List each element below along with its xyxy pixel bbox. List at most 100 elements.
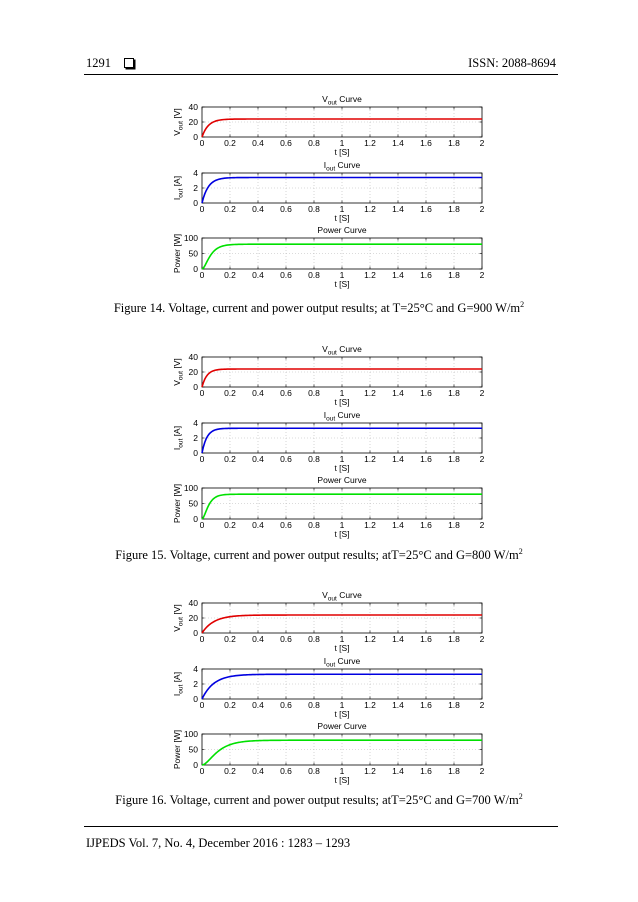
x-tick-label: 0 xyxy=(200,454,205,464)
x-tick-label: 1.8 xyxy=(448,270,460,280)
x-tick-label: 0.8 xyxy=(308,766,320,776)
x-tick-label: 0.8 xyxy=(308,270,320,280)
series-line xyxy=(201,176,482,204)
x-tick-label: 2 xyxy=(480,520,485,530)
panel-2: 0 0.2 0.4 0.6 0.8 1 1.2 1.4 1.6 1.8 2 0 50 100 Power C… xyxy=(172,721,485,785)
x-tick-label: 1.8 xyxy=(448,138,460,148)
x-axis-label: t [S] xyxy=(334,463,349,473)
series-line xyxy=(201,493,482,520)
y-axis-label: Power [W] xyxy=(172,484,182,523)
issn: ISSN: 2088-8694 xyxy=(468,56,556,70)
y-tick-label: 4 xyxy=(193,418,198,428)
x-tick-label: 1 xyxy=(340,634,345,644)
y-tick-label: 100 xyxy=(184,729,198,739)
panel-title: Power Curve xyxy=(317,475,366,485)
y-axis-label: Power [W] xyxy=(172,730,182,769)
panel-1: 0 0.2 0.4 0.6 0.8 1 1.2 1.4 1.6 1.8 2 0 2 4 Iout Curve… xyxy=(172,160,485,223)
x-tick-label: 0.8 xyxy=(308,634,320,644)
x-tick-label: 2 xyxy=(480,634,485,644)
y-tick-label: 0 xyxy=(193,264,198,274)
x-tick-label: 0.8 xyxy=(308,138,320,148)
panel-1: 0 0.2 0.4 0.6 0.8 1 1.2 1.4 1.6 1.8 2 0 2 4 Iout Curve… xyxy=(172,656,485,719)
y-tick-label: 100 xyxy=(184,483,198,493)
page-number: 1291 xyxy=(86,56,111,70)
y-tick-label: 2 xyxy=(193,679,198,689)
x-tick-label: 1 xyxy=(340,766,345,776)
x-tick-label: 1.8 xyxy=(448,454,460,464)
x-tick-label: 1.6 xyxy=(420,270,432,280)
x-axis-label: t [S] xyxy=(334,775,349,785)
x-tick-label: 2 xyxy=(480,270,485,280)
y-axis-label: Vout [V] xyxy=(172,604,185,631)
series-line xyxy=(201,673,482,700)
x-tick-label: 2 xyxy=(480,388,485,398)
y-tick-label: 0 xyxy=(193,760,198,770)
x-tick-label: 1 xyxy=(340,138,345,148)
x-tick-label: 1 xyxy=(340,520,345,530)
panel-title: Vout Curve xyxy=(322,344,362,357)
x-tick-label: 0.2 xyxy=(224,700,236,710)
y-tick-label: 0 xyxy=(193,694,198,704)
header-square-icon xyxy=(124,58,134,68)
series-line xyxy=(201,427,482,454)
x-tick-label: 0.4 xyxy=(252,520,264,530)
x-tick-label: 0 xyxy=(200,766,205,776)
x-tick-label: 0.8 xyxy=(308,700,320,710)
x-tick-label: 1.8 xyxy=(448,520,460,530)
y-tick-label: 20 xyxy=(189,613,199,623)
y-axis-label: Iout [A] xyxy=(172,426,185,450)
x-tick-label: 0.2 xyxy=(224,520,236,530)
x-tick-label: 1 xyxy=(340,270,345,280)
x-axis-label: t [S] xyxy=(334,147,349,157)
x-tick-label: 0.6 xyxy=(280,270,292,280)
x-tick-label: 1.2 xyxy=(364,454,376,464)
x-tick-label: 0.2 xyxy=(224,634,236,644)
series-line xyxy=(201,243,482,270)
x-tick-label: 1.6 xyxy=(420,766,432,776)
panel-title: Power Curve xyxy=(317,721,366,731)
x-axis-label: t [S] xyxy=(334,213,349,223)
x-tick-label: 0 xyxy=(200,270,205,280)
x-tick-label: 0.8 xyxy=(308,204,320,214)
series-line xyxy=(201,118,482,138)
y-tick-label: 40 xyxy=(189,598,199,608)
x-tick-label: 1.2 xyxy=(364,700,376,710)
x-tick-label: 1.8 xyxy=(448,700,460,710)
x-tick-label: 1.8 xyxy=(448,766,460,776)
x-tick-label: 2 xyxy=(480,700,485,710)
panel-title: Vout Curve xyxy=(322,590,362,603)
x-tick-label: 1.8 xyxy=(448,388,460,398)
x-tick-label: 1.2 xyxy=(364,138,376,148)
x-tick-label: 0.6 xyxy=(280,138,292,148)
y-tick-label: 50 xyxy=(189,745,199,755)
x-tick-label: 0.6 xyxy=(280,388,292,398)
x-axis-label: t [S] xyxy=(334,279,349,289)
x-tick-label: 1.6 xyxy=(420,388,432,398)
y-axis-label: Iout [A] xyxy=(172,176,185,200)
y-tick-label: 4 xyxy=(193,168,198,178)
y-tick-label: 50 xyxy=(189,499,199,509)
x-axis-label: t [S] xyxy=(334,397,349,407)
x-tick-label: 0.8 xyxy=(308,520,320,530)
x-tick-label: 1.4 xyxy=(392,700,404,710)
x-tick-label: 0.2 xyxy=(224,766,236,776)
x-tick-label: 0.6 xyxy=(280,454,292,464)
x-tick-label: 1.4 xyxy=(392,270,404,280)
y-tick-label: 0 xyxy=(193,198,198,208)
y-tick-label: 20 xyxy=(189,367,199,377)
y-tick-label: 0 xyxy=(193,448,198,458)
figure-16-caption: Figure 16. Voltage, current and power ou… xyxy=(115,792,523,808)
header-rule xyxy=(84,74,558,75)
y-axis-label: Vout [V] xyxy=(172,108,185,135)
x-tick-label: 1.4 xyxy=(392,204,404,214)
y-tick-label: 2 xyxy=(193,183,198,193)
x-tick-label: 0 xyxy=(200,634,205,644)
x-tick-label: 1.4 xyxy=(392,634,404,644)
x-tick-label: 0.4 xyxy=(252,700,264,710)
x-tick-label: 0.4 xyxy=(252,634,264,644)
x-tick-label: 1.6 xyxy=(420,138,432,148)
panel-2: 0 0.2 0.4 0.6 0.8 1 1.2 1.4 1.6 1.8 2 0 50 100 Power C… xyxy=(172,225,485,289)
